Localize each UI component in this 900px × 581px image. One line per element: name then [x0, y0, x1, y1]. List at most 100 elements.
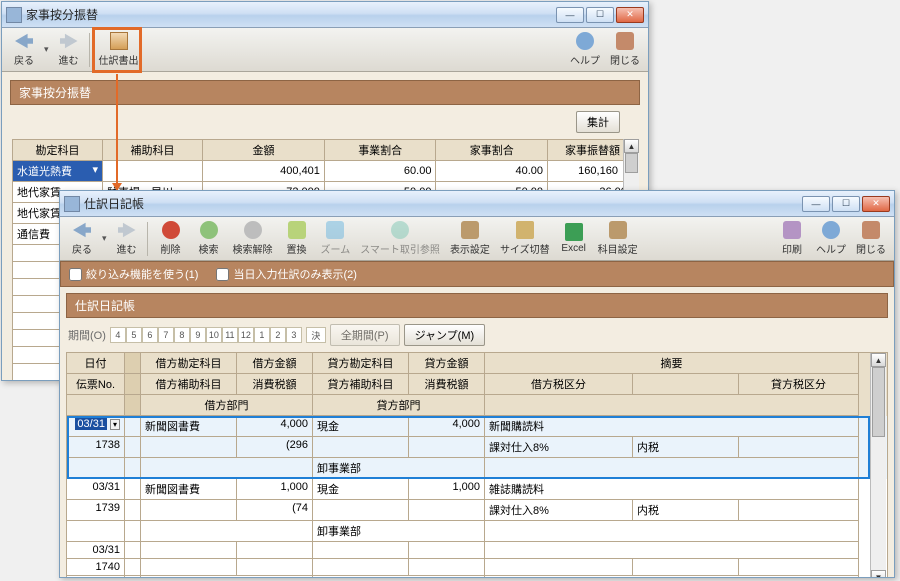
dropdown-icon[interactable]: ▾: [102, 233, 107, 244]
month-button[interactable]: 4: [110, 327, 126, 343]
replace-icon: [288, 221, 306, 239]
help-icon: [822, 221, 840, 239]
search-icon: [200, 221, 218, 239]
opt-today[interactable]: 当日入力仕訳のみ表示(2): [216, 266, 356, 282]
toolbar-kaji: 戻る ▾ 進む 仕訳書出 ヘルプ 閉じる: [2, 28, 648, 72]
scroll-up[interactable]: ▲: [624, 139, 639, 153]
app-icon: [64, 196, 80, 212]
smart-button: スマート取引参照: [356, 219, 444, 258]
col-crdept: 貸方部門: [313, 395, 485, 416]
titlebar-kaji[interactable]: 家事按分振替 — ☐ ✕: [2, 2, 648, 28]
month-button[interactable]: 3: [286, 327, 302, 343]
close-icon: [862, 221, 880, 239]
scroll-down[interactable]: ▼: [871, 570, 886, 577]
smart-icon: [391, 221, 409, 239]
col-dramt: 借方金額: [237, 353, 313, 374]
month-button[interactable]: 5: [126, 327, 142, 343]
col-biz: 事業割合: [324, 140, 436, 161]
col-date: 日付: [67, 353, 125, 374]
journal-row[interactable]: 03/31: [67, 542, 887, 559]
col-crtax: 消費税額: [409, 374, 485, 395]
month-button[interactable]: 7: [158, 327, 174, 343]
dropdown-icon[interactable]: ▾: [44, 44, 49, 55]
fwd-button: 進む: [109, 219, 145, 258]
window-journal: 仕訳日記帳 — ☐ ✕ 戻る ▾ 進む 削除 検索 検索解除 置換 ズーム スマ…: [59, 190, 895, 578]
col-drtax: 消費税額: [237, 374, 313, 395]
journal-row[interactable]: 03/31新聞図書費1,000現金1,000雑誌購読料: [67, 479, 887, 500]
clearfind-button[interactable]: 検索解除: [229, 219, 277, 258]
scrollbar[interactable]: ▲ ▼: [870, 353, 886, 577]
jump-button[interactable]: ジャンプ(M): [404, 324, 486, 346]
back-button[interactable]: 戻る: [6, 30, 42, 69]
close-button[interactable]: ✕: [862, 196, 890, 212]
help-icon: [576, 32, 594, 50]
journal-grid[interactable]: 日付 借方勘定科目 借方金額 貸方勘定科目 貸方金額 摘要 伝票No. 借方補助…: [66, 352, 888, 577]
min-button[interactable]: —: [802, 196, 830, 212]
close-button[interactable]: ✕: [616, 7, 644, 23]
col-drdept: 借方部門: [141, 395, 313, 416]
max-button[interactable]: ☐: [832, 196, 860, 212]
close-tool-button[interactable]: 閉じる: [852, 219, 890, 258]
table-row[interactable]: 水道光熱費 ▾400,40160.0040.00160,160 ⋯: [13, 161, 638, 182]
period-label: 期間(O): [68, 327, 106, 343]
print-button[interactable]: 印刷: [774, 219, 810, 258]
cols-icon: [609, 221, 627, 239]
app-icon: [6, 7, 22, 23]
month-button[interactable]: 9: [190, 327, 206, 343]
delete-button[interactable]: 削除: [153, 219, 189, 258]
journal-row[interactable]: 03/31 ▾新聞図書費4,000現金4,000新聞購読料: [67, 416, 887, 437]
export-button[interactable]: 仕訳書出: [95, 30, 143, 69]
col-amount: 金額: [203, 140, 325, 161]
section-title: 仕訳日記帳: [66, 293, 888, 318]
month-button[interactable]: 12: [238, 327, 254, 343]
arrow-export-to-journal: [116, 74, 118, 190]
back-button[interactable]: 戻る: [64, 219, 100, 258]
clear-search-icon: [244, 221, 262, 239]
scroll-thumb[interactable]: [872, 367, 885, 437]
back-icon: [15, 32, 33, 50]
option-bar: 絞り込み機能を使う(1) 当日入力仕訳のみ表示(2): [60, 261, 894, 287]
close-tool-button[interactable]: 閉じる: [606, 30, 644, 69]
gear-icon: [461, 221, 479, 239]
size-button[interactable]: サイズ切替: [496, 219, 554, 258]
ketsu-button[interactable]: 決: [306, 327, 326, 343]
delete-icon: [162, 221, 180, 239]
replace-button[interactable]: 置換: [279, 219, 315, 258]
col-crsub: 貸方補助科目: [313, 374, 409, 395]
col-cramt: 貸方金額: [409, 353, 485, 374]
col-crtaxdiv: 貸方税区分: [739, 374, 859, 395]
month-button[interactable]: 11: [222, 327, 238, 343]
window-title: 家事按分振替: [26, 6, 556, 23]
min-button[interactable]: —: [556, 7, 584, 23]
col-dracc: 借方勘定科目: [141, 353, 237, 374]
opt-filter[interactable]: 絞り込み機能を使う(1): [69, 266, 198, 282]
fwd-button: 進む: [51, 30, 87, 69]
client-journal: 仕訳日記帳 期間(O) 456789101112123 決 全期間(P) ジャン…: [60, 287, 894, 577]
zoom-icon: [326, 221, 344, 239]
col-summary: 摘要: [485, 353, 859, 374]
window-title: 仕訳日記帳: [84, 195, 802, 212]
export-icon: [110, 32, 128, 50]
display-button[interactable]: 表示設定: [446, 219, 494, 258]
help-button[interactable]: ヘルプ: [812, 219, 850, 258]
excel-icon: [565, 223, 583, 241]
fwd-icon: [60, 32, 78, 50]
month-button[interactable]: 2: [270, 327, 286, 343]
titlebar-journal[interactable]: 仕訳日記帳 — ☐ ✕: [60, 191, 894, 217]
scroll-thumb[interactable]: [625, 153, 638, 173]
max-button[interactable]: ☐: [586, 7, 614, 23]
flag-col: [125, 353, 141, 374]
month-button[interactable]: 1: [254, 327, 270, 343]
excel-button[interactable]: Excel: [556, 221, 592, 256]
help-button[interactable]: ヘルプ: [566, 30, 604, 69]
aggregate-button[interactable]: 集計: [576, 111, 620, 133]
cols-button[interactable]: 科目設定: [594, 219, 642, 258]
month-button[interactable]: 6: [142, 327, 158, 343]
scroll-up[interactable]: ▲: [871, 353, 886, 367]
all-period-button: 全期間(P): [330, 324, 400, 346]
col-account: 勘定科目: [13, 140, 103, 161]
find-button[interactable]: 検索: [191, 219, 227, 258]
back-icon: [73, 221, 91, 239]
month-button[interactable]: 8: [174, 327, 190, 343]
month-button[interactable]: 10: [206, 327, 222, 343]
